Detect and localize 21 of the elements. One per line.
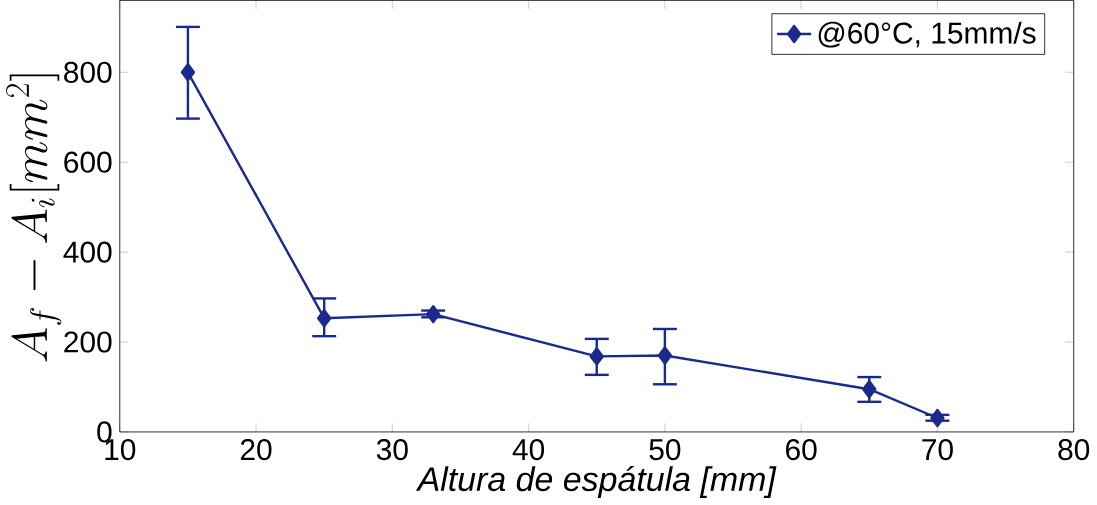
point [862, 380, 877, 399]
y-axis-title: $A_f - A_i [mm^2]$ [6, 74, 62, 362]
x-tick-label: 80 [1058, 439, 1090, 461]
y-tick-label: 800 [64, 61, 112, 84]
point [930, 409, 945, 428]
y-tick-label: 200 [64, 331, 112, 353]
point [426, 305, 441, 324]
x-tick-label: 40 [512, 439, 545, 461]
x-tick-label: 70 [922, 439, 953, 461]
x-axis-title: Altura de espátula [mm] [415, 466, 777, 499]
x-tick-label: 50 [649, 439, 681, 461]
y-tick-label: 600 [64, 151, 112, 174]
point [657, 346, 673, 365]
point [589, 347, 604, 366]
x-tick-label: 30 [376, 439, 408, 461]
point [180, 63, 196, 82]
legend-label: @60°C, 15mm/s [818, 21, 1036, 48]
x-tick-label: 20 [240, 439, 272, 461]
x-tick-label: 60 [786, 439, 817, 461]
point [317, 309, 332, 328]
y-tick-label: 400 [63, 241, 112, 263]
